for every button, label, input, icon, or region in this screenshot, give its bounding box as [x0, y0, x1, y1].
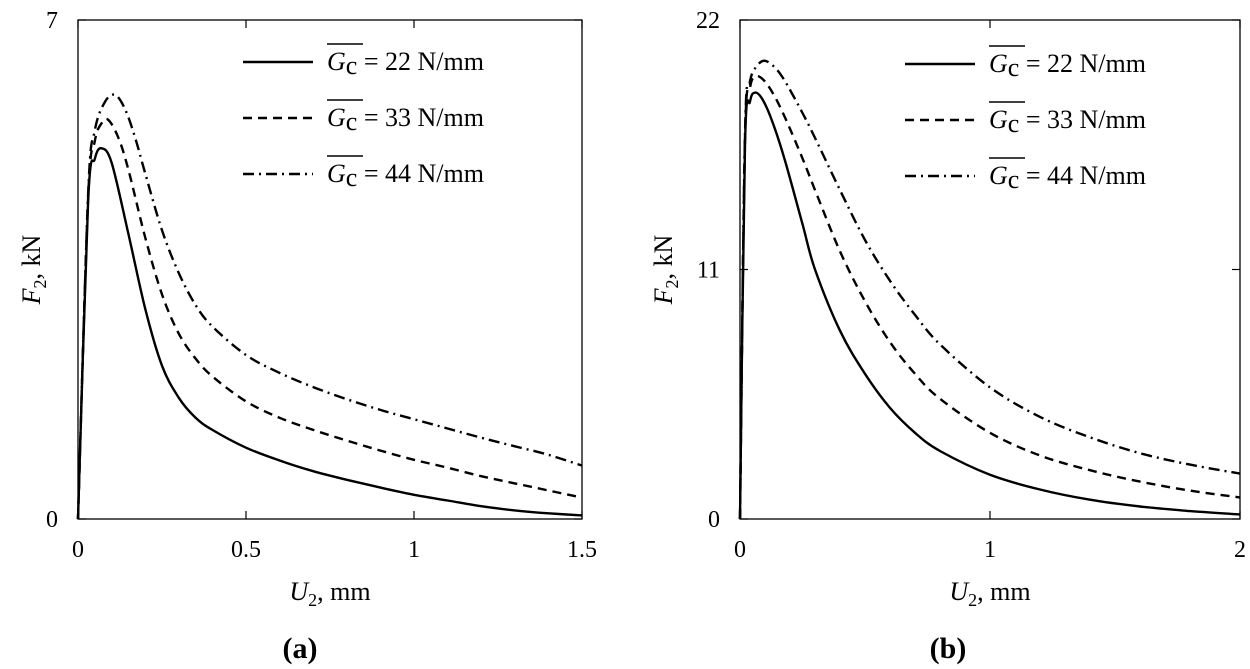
- x-axis-label: U2, mm: [289, 577, 370, 610]
- legend-label-value: = 33 N/mm: [357, 103, 484, 132]
- legend-label-var: G: [327, 103, 346, 132]
- legend-label-value: = 33 N/mm: [1019, 105, 1146, 134]
- x-tick-label: 0: [734, 537, 746, 563]
- y-axis-label-unit: , kN: [649, 234, 678, 279]
- legend-label-var: G: [989, 105, 1008, 134]
- x-tick-label: 1: [408, 537, 420, 563]
- x-tick-label: 0.5: [231, 537, 261, 563]
- legend-label-var: G: [327, 47, 346, 76]
- series-line-dashdot: [738, 59, 1241, 520]
- y-tick-label: 22: [696, 8, 720, 34]
- legend-label-sub: c: [346, 163, 358, 192]
- series-line-dashed: [76, 117, 583, 520]
- legend-label: Gc = 22 N/mm: [327, 47, 484, 80]
- y-axis-label-var: F: [649, 287, 678, 305]
- x-axis-label-unit: , mm: [317, 577, 370, 606]
- legend-label-var: G: [989, 49, 1008, 78]
- x-tick-label: 0: [72, 537, 84, 563]
- legend-label-value: = 22 N/mm: [357, 47, 484, 76]
- y-axis-label-var: F: [17, 287, 46, 305]
- series-line-dashdot: [76, 93, 583, 520]
- legend-label-sub: c: [1008, 53, 1020, 82]
- legend-label-var: G: [327, 159, 346, 188]
- x-axis-label-sub: 2: [968, 590, 977, 610]
- series-line-solid: [738, 91, 1241, 520]
- legend-label-value: = 22 N/mm: [1019, 49, 1146, 78]
- legend-label: Gc = 44 N/mm: [989, 161, 1146, 194]
- x-tick-label: 1: [984, 537, 996, 563]
- x-axis-label: U2, mm: [949, 577, 1030, 610]
- y-tick-label: 11: [697, 258, 720, 284]
- legend-label-value: = 44 N/mm: [1019, 161, 1146, 190]
- y-tick-label: 7: [46, 8, 58, 34]
- x-axis-label-var: U: [289, 577, 310, 606]
- y-tick-label: 0: [708, 507, 720, 533]
- y-axis-label-unit: , kN: [17, 234, 46, 279]
- x-axis-label-sub: 2: [308, 590, 317, 610]
- legend-label: Gc = 33 N/mm: [327, 103, 484, 136]
- legend-label-sub: c: [1008, 165, 1020, 194]
- legend-label-sub: c: [1008, 109, 1020, 138]
- legend-label: Gc = 22 N/mm: [989, 49, 1146, 82]
- x-axis-label-unit: , mm: [977, 577, 1030, 606]
- legend-label: Gc = 33 N/mm: [989, 105, 1146, 138]
- y-axis-label: F2, kN: [17, 234, 50, 305]
- y-axis-label: F2, kN: [649, 234, 682, 305]
- panel-label-b: (b): [930, 632, 967, 665]
- panel-label-a: (a): [283, 632, 318, 665]
- x-tick-label: 2: [1234, 537, 1246, 563]
- x-tick-label: 1.5: [567, 537, 597, 563]
- legend-label-sub: c: [346, 51, 358, 80]
- y-axis-label-sub: 2: [662, 279, 682, 288]
- x-axis-label-var: U: [949, 577, 970, 606]
- legend-label-sub: c: [346, 107, 358, 136]
- legend-label: Gc = 44 N/mm: [327, 159, 484, 192]
- legend-label-var: G: [989, 161, 1008, 190]
- series-line-dashed: [738, 74, 1241, 520]
- y-axis-label-sub: 2: [30, 279, 50, 288]
- plot-frame: [77, 19, 583, 520]
- y-tick-label: 0: [46, 507, 58, 533]
- series-line-solid: [76, 147, 583, 520]
- legend-label-value: = 44 N/mm: [357, 159, 484, 188]
